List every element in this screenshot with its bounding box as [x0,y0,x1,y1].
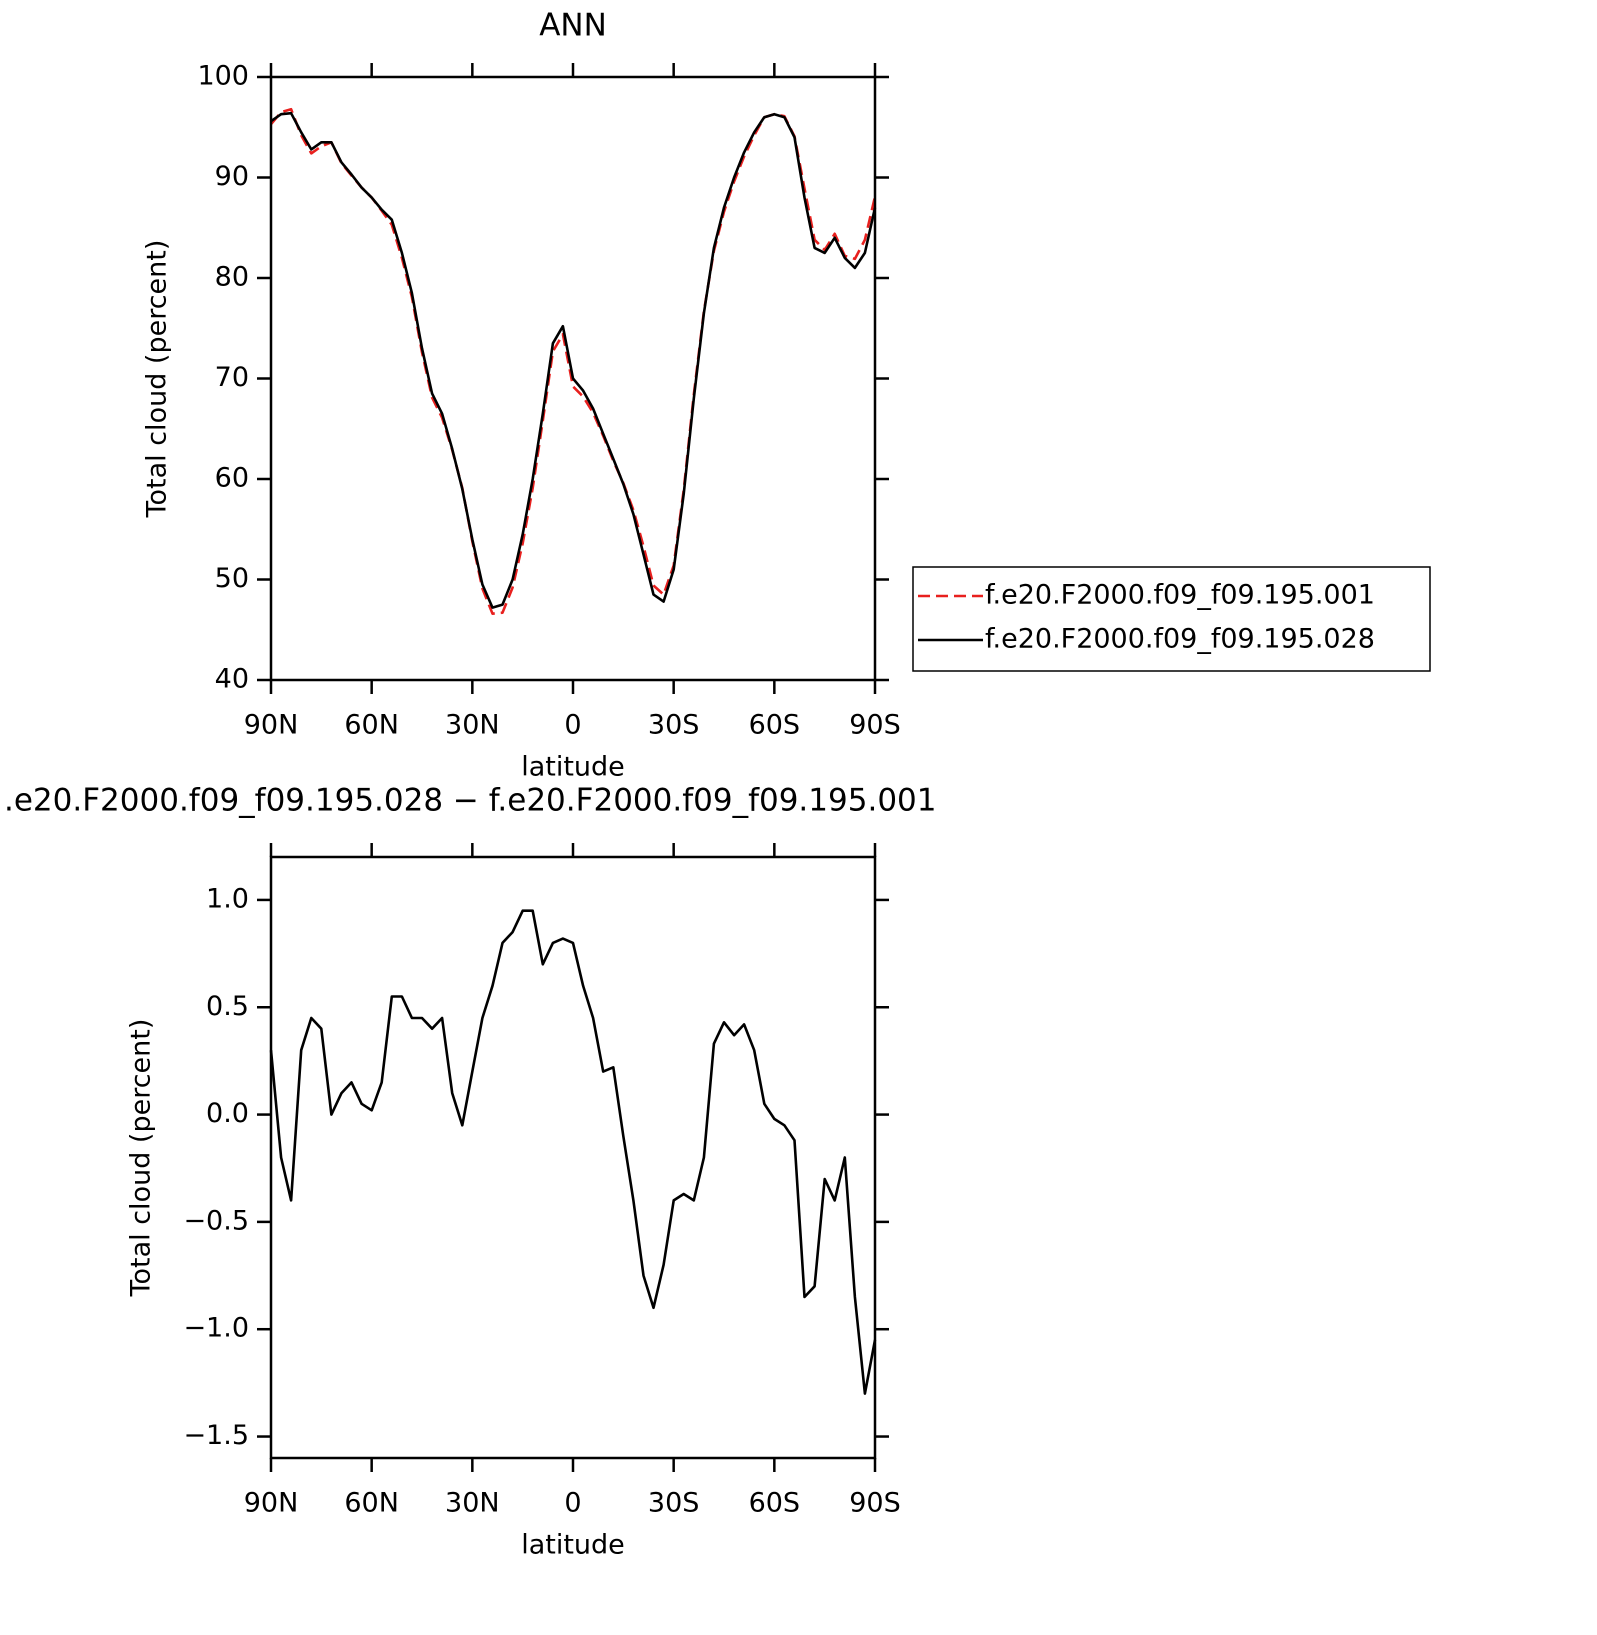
data-line [269,909,877,1395]
y-tick-label: 90 [215,161,249,192]
x-axis-label: latitude [521,1530,625,1561]
x-tick-label: 30S [648,710,700,741]
chart-title: .e20.F2000.f09_f09.195.028 − f.e20.F2000… [4,783,936,819]
y-axis-label: Total cloud (percent) [142,240,173,519]
legend-box [912,566,1431,672]
y-tick-label: −0.5 [183,1205,249,1236]
y-tick-label: 70 [215,362,249,393]
y-tick-label: 0.5 [206,991,249,1022]
y-tick-label: 50 [215,563,249,594]
plot-frame [269,855,877,1460]
y-tick-label: 80 [215,262,249,293]
x-tick-label: 30N [445,1488,500,1519]
y-axis-label: Total cloud (percent) [126,1019,157,1298]
x-tick-label: 90S [849,1488,901,1519]
x-tick-label: 30S [648,1488,700,1519]
legend-label: f.e20.F2000.f09_f09.195.028 [985,624,1375,655]
y-tick-label: 40 [215,664,249,695]
y-tick-label: −1.5 [183,1420,249,1451]
plot-frame [269,75,877,682]
x-tick-label: 0 [564,710,581,741]
data-line [270,111,877,609]
y-tick-label: 0.0 [206,1098,249,1129]
x-axis-label: latitude [521,752,625,783]
x-tick-label: 90N [244,1488,299,1519]
x-tick-label: 30N [445,710,500,741]
legend-label: f.e20.F2000.f09_f09.195.001 [985,580,1375,611]
x-tick-label: 60N [344,1488,399,1519]
y-tick-label: −1.0 [183,1313,249,1344]
y-tick-label: 60 [215,463,249,494]
x-tick-label: 60S [749,1488,801,1519]
y-tick-label: 100 [197,61,249,92]
x-tick-label: 60S [749,710,801,741]
x-tick-label: 90N [244,710,299,741]
data-line [270,107,877,615]
x-tick-label: 0 [564,1488,581,1519]
x-tick-label: 60N [344,710,399,741]
x-tick-label: 90S [849,710,901,741]
y-tick-label: 1.0 [206,883,249,914]
chart-title: ANN [539,8,607,44]
